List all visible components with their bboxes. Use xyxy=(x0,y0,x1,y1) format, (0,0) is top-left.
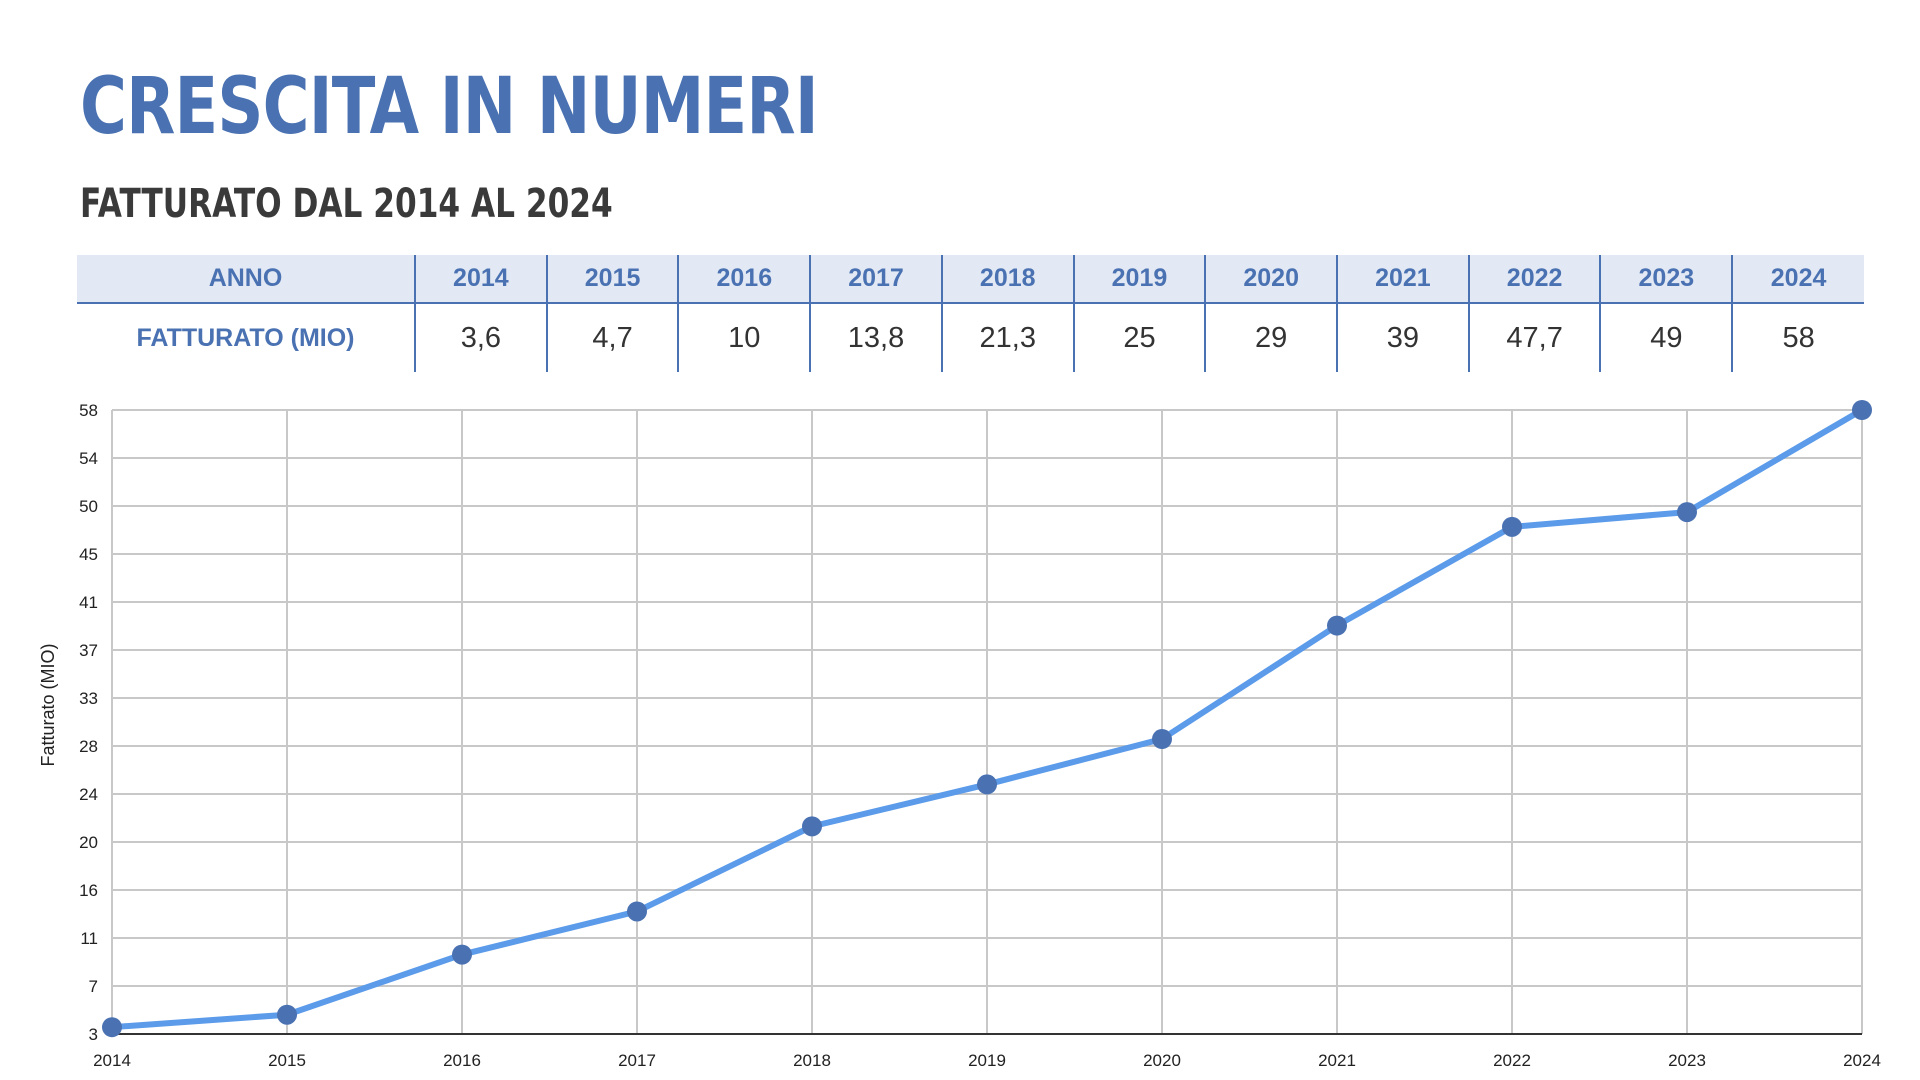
data-point xyxy=(1327,615,1347,636)
y-tick-label: 11 xyxy=(80,929,98,948)
table-header-cell: 2020 xyxy=(1204,255,1338,304)
data-point xyxy=(627,901,647,922)
table-cell: 58 xyxy=(1731,303,1864,372)
table-header-cell: 2015 xyxy=(545,255,679,304)
table-cell: 21,3 xyxy=(940,303,1074,372)
y-tick-label: 54 xyxy=(79,449,98,468)
table-header-cell: 2014 xyxy=(414,255,547,304)
table-row: FATTURATO (MIO) 3,6 4,7 10 13,8 21,3 25 … xyxy=(77,303,1864,372)
x-tick-label: 2019 xyxy=(968,1051,1006,1070)
data-point xyxy=(102,1017,122,1038)
data-point xyxy=(1152,729,1172,750)
table-cell: 3,6 xyxy=(414,303,547,372)
y-tick-label: 3 xyxy=(89,1025,98,1044)
table-cell: 47,7 xyxy=(1467,303,1601,372)
table-header-row: ANNO 2014 2015 2016 2017 2018 2019 2020 … xyxy=(77,255,1864,304)
x-tick-label: 2016 xyxy=(443,1051,481,1070)
table-cell: 49 xyxy=(1599,303,1733,372)
table-header-cell: 2017 xyxy=(809,255,942,304)
x-tick-label: 2021 xyxy=(1318,1051,1356,1070)
x-tick-label: 2015 xyxy=(268,1051,306,1070)
table-header-cell: 2023 xyxy=(1599,255,1733,304)
table-header-cell: 2022 xyxy=(1467,255,1601,304)
x-tick-label: 2018 xyxy=(793,1051,831,1070)
y-tick-label: 37 xyxy=(79,641,98,660)
x-tick-label: 2024 xyxy=(1843,1051,1881,1070)
y-tick-label: 16 xyxy=(79,881,98,900)
data-point xyxy=(1502,516,1522,537)
y-tick-label: 45 xyxy=(79,545,98,564)
row-label-revenue: FATTURATO (MIO) xyxy=(136,323,355,352)
x-tick-label: 2020 xyxy=(1143,1051,1181,1070)
data-point xyxy=(1677,502,1697,523)
data-point xyxy=(802,816,822,837)
y-tick-label: 41 xyxy=(79,593,98,612)
y-tick-label: 58 xyxy=(79,401,98,420)
table-cell: 29 xyxy=(1204,303,1338,372)
table-cell: 4,7 xyxy=(545,303,679,372)
y-tick-label: 20 xyxy=(79,833,98,852)
y-tick-label: 33 xyxy=(79,689,98,708)
y-tick-label: 7 xyxy=(89,977,98,996)
y-tick-label: 28 xyxy=(79,737,98,756)
page-subtitle: FATTURATO DAL 2014 AL 2024 xyxy=(80,181,613,227)
x-tick-label: 2022 xyxy=(1493,1051,1531,1070)
y-tick-label: 50 xyxy=(79,497,98,516)
revenue-table: ANNO 2014 2015 2016 2017 2018 2019 2020 … xyxy=(77,255,1864,372)
data-point xyxy=(977,774,997,795)
table-cell: 39 xyxy=(1336,303,1469,372)
x-tick-label: 2023 xyxy=(1668,1051,1706,1070)
y-axis-label: Fatturato (MIO) xyxy=(38,643,58,766)
x-tick-label: 2017 xyxy=(618,1051,656,1070)
table-cell: 25 xyxy=(1072,303,1206,372)
table-header-cell: 2018 xyxy=(940,255,1074,304)
data-point xyxy=(452,944,472,965)
table-header-cell: 2021 xyxy=(1336,255,1469,304)
data-point xyxy=(1852,400,1872,420)
page-title: CRESCITA IN NUMERI xyxy=(80,62,819,152)
table-header-cell: 2024 xyxy=(1731,255,1864,304)
row-label-year: ANNO xyxy=(77,255,415,304)
y-tick-label: 24 xyxy=(79,785,98,804)
table-header-cell: 2016 xyxy=(677,255,811,304)
data-point xyxy=(277,1004,297,1025)
table-cell: 13,8 xyxy=(809,303,942,372)
x-tick-label: 2014 xyxy=(93,1051,131,1070)
table-header-cell: 2019 xyxy=(1072,255,1206,304)
table-cell: 10 xyxy=(677,303,811,372)
